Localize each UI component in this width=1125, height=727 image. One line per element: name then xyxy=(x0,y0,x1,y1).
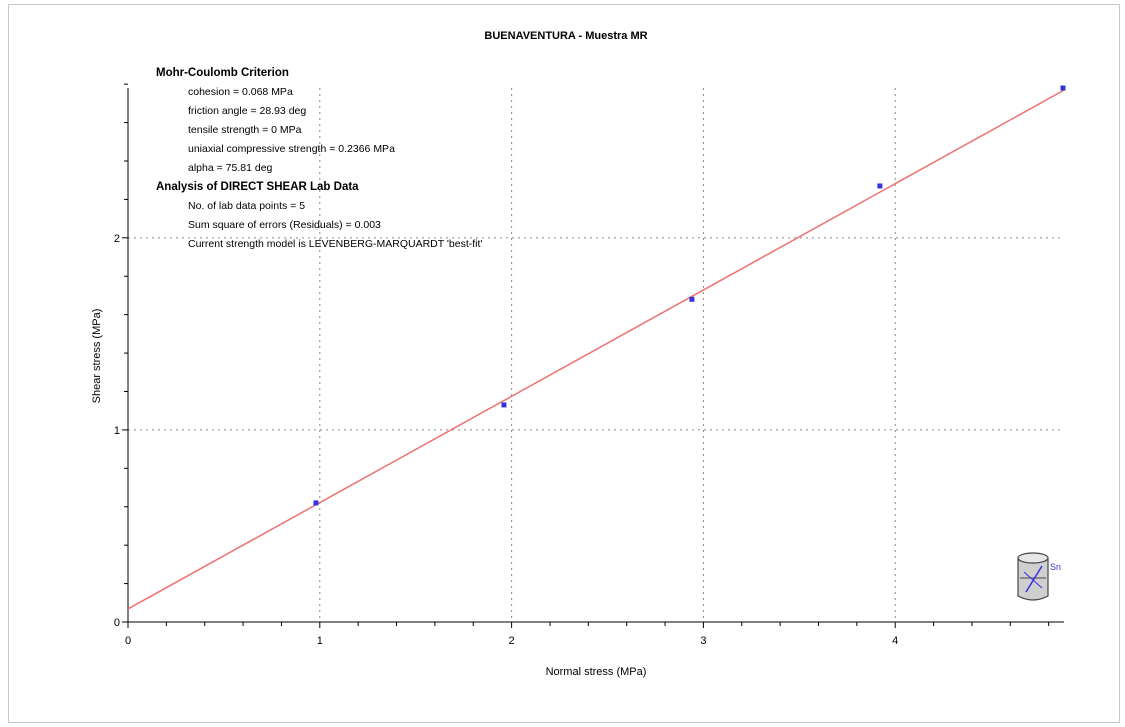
fit-line-group xyxy=(127,89,1065,610)
data-point xyxy=(313,500,319,506)
annotation-line: cohesion = 0.068 MPa xyxy=(188,86,293,98)
x-tick-label: 1 xyxy=(317,635,323,647)
data-points xyxy=(313,85,1066,506)
annotation-line: Current strength model is LEVENBERG-MARQ… xyxy=(188,238,482,250)
annotation-heading: Mohr-Coulomb Criterion xyxy=(156,67,289,79)
data-point xyxy=(1060,85,1066,91)
annotation-line: No. of lab data points = 5 xyxy=(188,200,305,212)
x-tick-label: 4 xyxy=(892,635,898,647)
canister-top xyxy=(1017,552,1049,564)
data-point xyxy=(877,183,883,189)
data-point xyxy=(501,402,507,408)
x-tick-label: 2 xyxy=(509,635,515,647)
fit-line xyxy=(127,89,1065,610)
canister-body xyxy=(1017,558,1049,601)
x-tick-label: 3 xyxy=(700,635,706,647)
annotation-block: Mohr-Coulomb Criterion cohesion = 0.068 M… xyxy=(156,67,482,250)
y-tick-label: 0 xyxy=(114,617,120,629)
chart-title: BUENAVENTURA - Muestra MR xyxy=(484,30,647,42)
stress-arrow xyxy=(1023,571,1043,589)
annotation-line: Sum square of errors (Residuals) = 0.003 xyxy=(188,219,381,231)
annotation-line: alpha = 75.81 deg xyxy=(188,162,273,174)
annotation-line: tensile strength = 0 MPa xyxy=(188,124,302,136)
grid xyxy=(128,88,1064,622)
y-axis-label: Shear stress (MPa) xyxy=(91,309,103,404)
annotation-line: friction angle = 28.93 deg xyxy=(188,105,306,117)
annotation-line: uniaxial compressive strength = 0.2366 M… xyxy=(188,143,395,155)
x-axis-label: Normal stress (MPa) xyxy=(546,666,647,678)
data-point xyxy=(689,296,695,302)
stress-arrow xyxy=(1025,565,1043,593)
y-tick-label: 1 xyxy=(114,425,120,437)
x-tick-label: 0 xyxy=(125,635,131,647)
direct-shear-sample-icon: Sn xyxy=(1017,552,1061,601)
y-tick-label: 2 xyxy=(114,233,120,245)
chart-frame xyxy=(8,4,1120,723)
axes: 0 1 2 3 4 0 1 2 xyxy=(114,83,1064,647)
annotation-heading: Analysis of DIRECT SHEAR Lab Data xyxy=(156,181,359,193)
icon-label: Sn xyxy=(1050,562,1061,572)
